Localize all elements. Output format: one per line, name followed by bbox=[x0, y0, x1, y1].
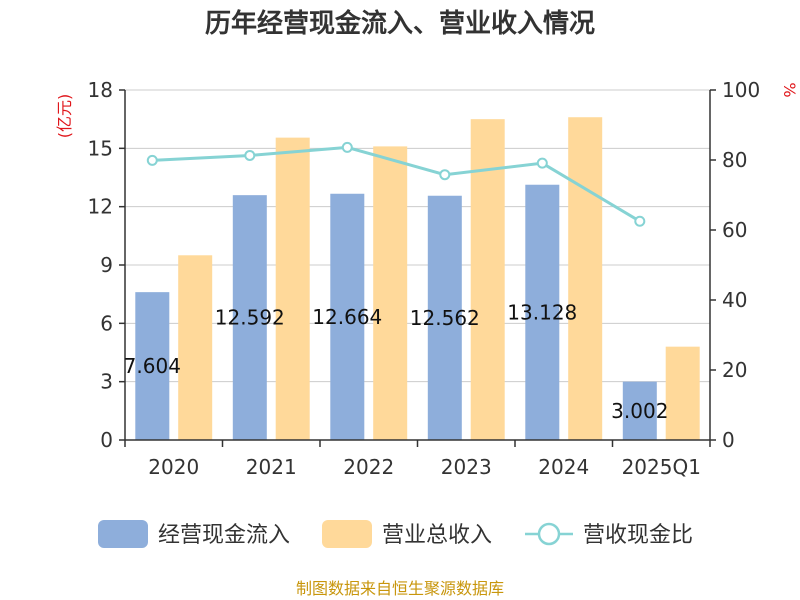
revenue-bar bbox=[568, 117, 603, 440]
bar-value-label: 13.128 bbox=[507, 300, 577, 324]
chart-title: 历年经营现金流入、营业收入情况 bbox=[205, 8, 595, 39]
ratio-point bbox=[536, 157, 548, 169]
ratio-line bbox=[146, 141, 646, 227]
left-tick-label: 3 bbox=[100, 370, 113, 394]
ratio-point bbox=[634, 215, 646, 227]
legend-swatch bbox=[322, 520, 372, 548]
legend-marker bbox=[537, 522, 561, 546]
bar-value-label: 12.664 bbox=[312, 305, 382, 329]
right-tick-label: 80 bbox=[722, 148, 747, 172]
ratio-point bbox=[244, 149, 256, 161]
x-tick-label: 2021 bbox=[246, 455, 297, 479]
left-tick-label: 18 bbox=[88, 78, 113, 102]
bars bbox=[135, 117, 700, 441]
grid-lines bbox=[125, 89, 710, 383]
axes: 0 3 6 9 12 15 18 0 20 40 60 80 100 2020 2021 2022 2023 20… bbox=[88, 78, 761, 479]
bar-value-label: 12.592 bbox=[215, 306, 285, 330]
ratio-point bbox=[146, 154, 158, 166]
x-tick-label: 2024 bbox=[538, 455, 589, 479]
ratio-point bbox=[439, 169, 451, 181]
cash-inflow-bar bbox=[525, 184, 560, 440]
x-tick-label: 2020 bbox=[148, 455, 199, 479]
left-tick-label: 6 bbox=[100, 311, 113, 335]
ratio-line-path bbox=[152, 145, 641, 223]
source-note: 制图数据来自恒生聚源数据库 bbox=[296, 579, 504, 598]
legend: 经营现金流入 营业总收入 营收现金比 bbox=[98, 520, 693, 548]
cash-inflow-bar bbox=[622, 381, 657, 440]
revenue-bar bbox=[470, 119, 505, 441]
legend-label: 经营现金流入 bbox=[158, 523, 290, 548]
left-axis-unit: (亿元) bbox=[55, 94, 74, 139]
revenue-bar bbox=[373, 146, 408, 440]
revenue-bar bbox=[178, 255, 213, 440]
left-tick-label: 9 bbox=[100, 253, 113, 277]
revenue-bar bbox=[665, 346, 700, 440]
legend-label: 营业总收入 bbox=[382, 523, 492, 548]
cash-inflow-bar bbox=[427, 195, 462, 440]
data-labels: 7.604 12.592 12.664 12.562 13.128 3.002 bbox=[124, 300, 669, 422]
legend-label: 营收现金比 bbox=[583, 523, 693, 548]
cash-inflow-bar bbox=[232, 195, 267, 440]
ratio-point bbox=[341, 141, 353, 153]
right-tick-label: 0 bbox=[722, 428, 735, 452]
left-tick-label: 12 bbox=[88, 195, 113, 219]
revenue-bar bbox=[275, 137, 310, 440]
right-tick-label: 60 bbox=[722, 218, 747, 242]
right-axis-unit: % bbox=[780, 82, 799, 97]
left-tick-label: 15 bbox=[88, 136, 113, 160]
bar-value-label: 12.562 bbox=[410, 306, 480, 330]
cash-inflow-bar bbox=[135, 292, 170, 440]
bar-value-label: 3.002 bbox=[611, 399, 668, 423]
legend-swatch bbox=[98, 520, 148, 548]
x-tick-label: 2023 bbox=[441, 455, 492, 479]
bar-value-label: 7.604 bbox=[124, 354, 181, 378]
x-tick-label: 2025Q1 bbox=[622, 455, 701, 479]
right-tick-label: 20 bbox=[722, 358, 747, 382]
cash-inflow-bar bbox=[330, 193, 365, 440]
x-tick-label: 2022 bbox=[343, 455, 394, 479]
right-tick-label: 40 bbox=[722, 288, 747, 312]
right-tick-label: 100 bbox=[722, 78, 760, 102]
left-tick-label: 0 bbox=[100, 428, 113, 452]
